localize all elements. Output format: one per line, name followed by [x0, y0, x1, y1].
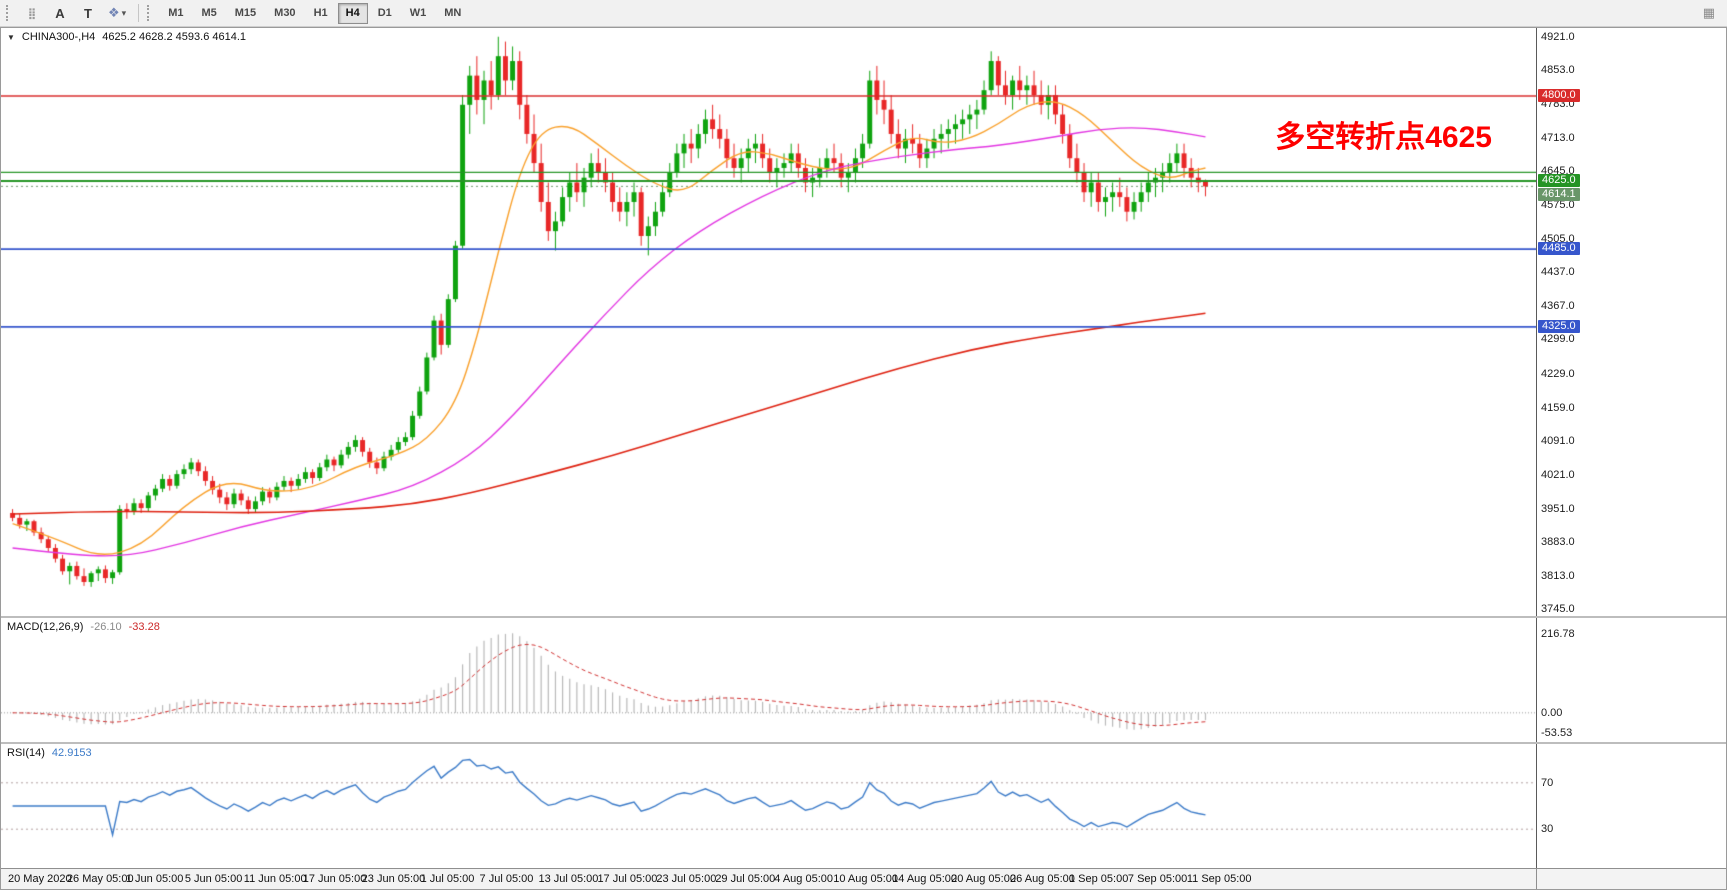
time-tick-label: 11 Jun 05:00 — [243, 873, 307, 886]
ohlc-values: 4625.2 4628.2 4593.6 4614.1 — [102, 31, 247, 43]
symbol-period-label: CHINA300-,H4 — [21, 31, 96, 43]
rsi-axis-label: 30 — [1541, 823, 1554, 836]
timeframe-button-mn[interactable]: MN — [444, 7, 462, 19]
timeframe-button-m1[interactable]: M1 — [168, 7, 184, 19]
price-tick-label: 4299.0 — [1541, 333, 1575, 346]
price-tick-label: 3745.0 — [1541, 602, 1575, 615]
timeframe-button-h4[interactable]: H4 — [337, 2, 368, 24]
macd-axis-label: 216.78 — [1541, 628, 1575, 641]
chart-annotation: 多空转折点4625 — [1275, 121, 1492, 154]
rsi-name: RSI(14) — [7, 747, 45, 760]
macd-axis-label: 0.00 — [1541, 707, 1563, 720]
toolbar-gripper[interactable] — [6, 5, 12, 21]
price-level-label: 4800.0 — [1538, 89, 1580, 103]
time-tick-label: 29 Jul 05:00 — [715, 873, 776, 886]
macd-pane: MACD(12,26,9) -26.10 -33.28 216.78 0.00 -5… — [1, 616, 1726, 743]
time-tick-label: 14 Aug 05:00 — [892, 873, 957, 886]
timeframe-button-m5[interactable]: M5 — [201, 7, 217, 19]
timeframe-group: M1 M5 M15 M30 H1 H4 D1 W1 MN — [159, 2, 470, 24]
window-menu-icon[interactable]: ▦ — [1702, 5, 1715, 20]
time-tick-label: 26 Aug 05:00 — [1010, 873, 1075, 886]
time-tick-label: 26 May 05:00 — [66, 873, 134, 886]
chevron-down-icon: ▾ — [121, 7, 127, 18]
price-level-label: 4625.0 — [1538, 174, 1580, 188]
rsi-canvas[interactable] — [1, 744, 1536, 869]
toolbar-separator — [138, 4, 140, 22]
toolbar-handle-icon[interactable]: ⣿ — [27, 7, 37, 20]
price-tick-label: 4921.0 — [1541, 31, 1575, 44]
toolbar-right: ▦ — [1695, 5, 1723, 21]
main-plot[interactable]: ▼ CHINA300-,H4 4625.2 4628.2 4593.6 4614… — [1, 28, 1537, 617]
macd-axis[interactable]: 216.78 0.00 -53.53 — [1537, 618, 1726, 743]
macd-name: MACD(12,26,9) — [7, 621, 84, 634]
shapes-icon: ❖ — [108, 5, 120, 20]
top-toolbar: ⣿ A T ❖ ▾ M1 M5 M15 M30 H1 H4 D1 W1 MN ▦ — [0, 0, 1727, 27]
timeframe-button-d1[interactable]: D1 — [377, 7, 392, 19]
time-tick-label: 23 Jun 05:00 — [361, 873, 426, 886]
time-tick-label: 4 Aug 05:00 — [774, 873, 833, 886]
price-tick-label: 4853.0 — [1541, 64, 1575, 77]
time-tick-label: 20 Aug 05:00 — [951, 873, 1016, 886]
price-tick-label: 3951.0 — [1541, 502, 1575, 515]
price-tick-label: 4437.0 — [1541, 266, 1575, 279]
timeframe-button-m30[interactable]: M30 — [274, 7, 296, 19]
timeframe-button-h1[interactable]: H1 — [313, 7, 328, 19]
time-tick-label: 11 Sep 05:00 — [1186, 873, 1252, 886]
time-tick-label: 1 Sep 05:00 — [1068, 873, 1129, 886]
price-tick-label: 4229.0 — [1541, 367, 1575, 380]
time-tick-label: 23 Jul 05:00 — [656, 873, 717, 886]
chart-window: ▼ CHINA300-,H4 4625.2 4628.2 4593.6 4614… — [0, 27, 1727, 890]
rsi-value: 42.9153 — [51, 747, 92, 760]
macd-axis-label: -53.53 — [1541, 726, 1573, 739]
time-tick-label: 13 Jul 05:00 — [538, 873, 599, 886]
rsi-plot[interactable]: RSI(14) 42.9153 — [1, 744, 1537, 869]
time-tick-label: 17 Jun 05:00 — [302, 873, 367, 886]
time-tick-label: 7 Jul 05:00 — [479, 873, 534, 886]
price-level-label: 4485.0 — [1538, 242, 1580, 256]
time-tick-label: 7 Sep 05:00 — [1127, 873, 1188, 886]
time-tick-label: 1 Jun 05:00 — [125, 873, 184, 886]
timeframe-button-m15[interactable]: M15 — [234, 7, 257, 19]
price-level-label: 4325.0 — [1538, 319, 1580, 333]
price-axis[interactable]: 4921.0 4853.0 4783.0 4713.0 4645.0 4575.0 4505… — [1537, 28, 1726, 617]
chart-object-marker-icon: ▼ — [7, 32, 15, 42]
toolbar-gripper-2[interactable] — [147, 5, 153, 21]
main-chart-pane: ▼ CHINA300-,H4 4625.2 4628.2 4593.6 4614… — [1, 28, 1726, 617]
price-tick-label: 4367.0 — [1541, 300, 1575, 313]
time-tick-label: 1 Jul 05:00 — [420, 873, 475, 886]
time-axis-labels[interactable]: 20 May 2020 26 May 05:00 1 Jun 05:00 5 Jun … — [1, 869, 1537, 890]
price-tick-label: 3813.0 — [1541, 569, 1575, 582]
macd-canvas[interactable] — [1, 618, 1536, 743]
rsi-axis-label: 70 — [1541, 776, 1554, 789]
time-axis-corner — [1537, 869, 1726, 890]
rsi-axis[interactable]: 70 30 — [1537, 744, 1726, 869]
time-tick-label: 20 May 2020 — [8, 873, 72, 886]
price-tick-label: 4091.0 — [1541, 434, 1575, 447]
timeframe-button-w1[interactable]: W1 — [409, 7, 427, 19]
time-tick-label: 17 Jul 05:00 — [597, 873, 658, 886]
rsi-label: RSI(14) 42.9153 — [7, 747, 92, 759]
shapes-tool-button[interactable]: ❖ ▾ — [103, 2, 131, 24]
macd-signal-value: -33.28 — [128, 621, 160, 634]
rsi-pane: RSI(14) 42.9153 70 30 — [1, 742, 1726, 869]
macd-value: -26.10 — [90, 621, 122, 634]
main-chart-canvas[interactable] — [1, 28, 1536, 617]
price-tick-label: 4713.0 — [1541, 132, 1575, 145]
chart-title: ▼ CHINA300-,H4 4625.2 4628.2 4593.6 4614… — [7, 31, 246, 43]
current-price-label: 4614.1 — [1538, 188, 1580, 202]
time-tick-label: 10 Aug 05:00 — [833, 873, 899, 886]
price-tick-label: 4021.0 — [1541, 468, 1575, 481]
price-tick-label: 4575.0 — [1541, 199, 1575, 212]
text-label-tool-button[interactable]: A — [55, 5, 65, 21]
macd-label: MACD(12,26,9) -26.10 -33.28 — [7, 621, 160, 633]
time-axis[interactable]: 20 May 2020 26 May 05:00 1 Jun 05:00 5 Jun … — [1, 868, 1726, 890]
price-tick-label: 3883.0 — [1541, 535, 1575, 548]
text-tool-button[interactable]: T — [84, 5, 92, 21]
price-tick-label: 4159.0 — [1541, 401, 1575, 414]
macd-plot[interactable]: MACD(12,26,9) -26.10 -33.28 — [1, 618, 1537, 743]
time-tick-label: 5 Jun 05:00 — [184, 873, 243, 886]
